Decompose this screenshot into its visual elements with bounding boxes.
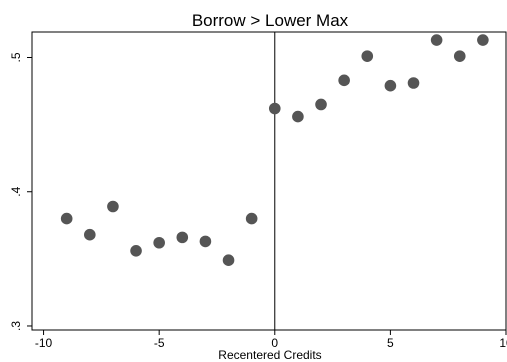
x-tick-label: 0 <box>271 336 278 350</box>
data-point <box>477 34 489 46</box>
data-point <box>407 77 420 89</box>
plot-area <box>31 31 507 331</box>
x-tick-label: -10 <box>35 336 53 350</box>
y-tick-label: .4 <box>9 186 23 196</box>
x-axis: -10 -5 0 5 10 <box>35 330 507 350</box>
data-point <box>338 74 350 87</box>
data-point <box>60 212 73 225</box>
data-point <box>315 98 327 111</box>
data-point <box>107 200 119 213</box>
data-point <box>176 231 189 244</box>
x-tick-label: -5 <box>154 336 165 350</box>
data-point <box>245 212 258 225</box>
y-tick-label: .3 <box>9 321 23 331</box>
data-point <box>430 34 443 46</box>
data-point <box>153 236 165 249</box>
data-point <box>268 102 281 115</box>
y-axis: .3 .4 .5 <box>9 52 32 331</box>
data-point <box>199 235 212 248</box>
y-tick-label: .5 <box>9 52 23 62</box>
x-tick-label: 5 <box>387 336 394 350</box>
data-points <box>60 34 489 266</box>
x-axis-label: Recentered Credits <box>218 348 321 362</box>
data-point <box>361 50 374 62</box>
data-point <box>130 245 142 257</box>
data-point <box>384 79 397 92</box>
data-point <box>292 110 304 123</box>
x-tick-label: 10 <box>499 336 507 350</box>
chart-title: Borrow > Lower Max <box>192 11 349 30</box>
data-point <box>84 228 96 241</box>
data-point <box>222 254 235 266</box>
data-point <box>453 50 466 62</box>
